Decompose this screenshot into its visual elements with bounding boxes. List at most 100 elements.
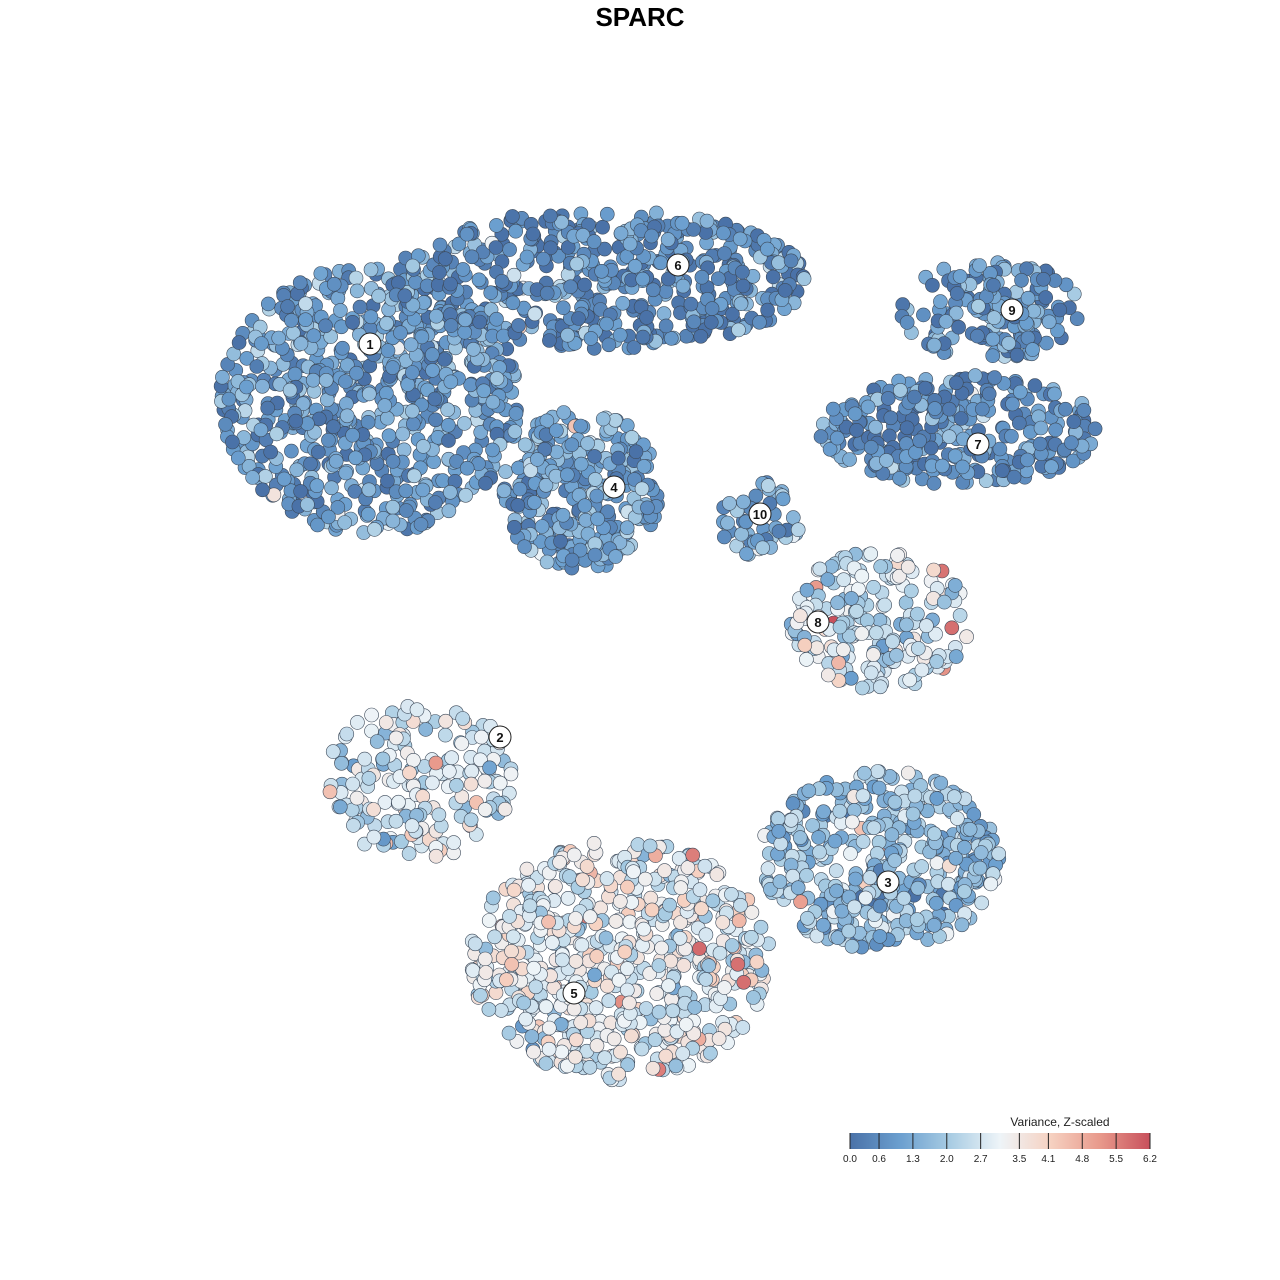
- data-point: [527, 495, 542, 510]
- data-point: [675, 278, 691, 294]
- data-point: [959, 629, 974, 645]
- data-point: [910, 606, 925, 622]
- data-point: [902, 672, 918, 688]
- data-point: [538, 1056, 554, 1071]
- data-point: [510, 497, 526, 513]
- data-point: [675, 1046, 691, 1061]
- data-point: [225, 434, 240, 450]
- data-point: [284, 443, 299, 459]
- data-point: [254, 336, 269, 351]
- data-point: [753, 919, 769, 935]
- data-point: [854, 568, 870, 584]
- data-point: [569, 256, 585, 272]
- data-point: [442, 484, 458, 500]
- data-point: [941, 876, 956, 892]
- data-point: [746, 990, 761, 1005]
- data-point: [385, 360, 400, 375]
- data-point: [371, 288, 387, 304]
- data-point: [397, 288, 413, 304]
- data-point: [610, 450, 626, 466]
- data-point: [799, 868, 814, 883]
- data-point: [321, 432, 336, 448]
- data-point: [1065, 453, 1081, 469]
- data-point: [944, 620, 960, 636]
- data-point: [771, 524, 787, 539]
- data-point: [658, 1048, 674, 1064]
- data-point: [539, 285, 555, 301]
- data-point: [709, 867, 725, 882]
- data-point: [642, 838, 658, 854]
- data-point: [938, 314, 954, 329]
- data-point: [805, 818, 820, 833]
- data-point: [505, 295, 521, 311]
- data-point: [505, 929, 521, 945]
- data-point: [672, 930, 688, 946]
- data-point: [752, 314, 767, 330]
- data-point: [541, 1020, 557, 1036]
- data-point: [1012, 384, 1028, 400]
- data-point: [380, 343, 396, 358]
- data-point: [637, 871, 653, 887]
- data-point: [855, 788, 871, 804]
- data-point: [624, 1028, 639, 1044]
- data-point: [357, 751, 373, 767]
- data-point: [608, 549, 623, 564]
- data-point: [524, 1029, 540, 1044]
- data-point: [517, 437, 533, 453]
- data-point: [1011, 415, 1027, 431]
- data-point: [651, 958, 667, 973]
- data-point: [449, 778, 464, 793]
- data-point: [1001, 335, 1017, 351]
- data-point: [494, 273, 510, 289]
- data-point: [985, 348, 1001, 364]
- data-point: [1066, 414, 1082, 430]
- data-point: [568, 1032, 584, 1048]
- data-point: [505, 209, 520, 224]
- data-point: [855, 834, 871, 849]
- data-point: [926, 826, 942, 842]
- data-point: [427, 391, 443, 407]
- data-point: [872, 898, 888, 914]
- data-point: [526, 960, 542, 976]
- data-point: [948, 649, 964, 664]
- data-point: [560, 890, 576, 906]
- data-point: [542, 208, 558, 224]
- cluster-label-text: 5: [570, 986, 577, 1001]
- data-point: [379, 385, 394, 401]
- data-point: [928, 626, 943, 642]
- data-point: [613, 226, 629, 241]
- data-point: [502, 909, 517, 924]
- data-point: [653, 255, 669, 271]
- data-point: [868, 625, 884, 641]
- data-point: [367, 522, 382, 537]
- data-point: [809, 640, 825, 656]
- data-point: [783, 812, 799, 828]
- data-point: [836, 572, 852, 588]
- data-point: [325, 744, 341, 759]
- data-point: [928, 895, 944, 911]
- data-point: [563, 279, 578, 295]
- data-point: [322, 784, 338, 800]
- data-point: [813, 429, 829, 444]
- data-point: [725, 306, 740, 322]
- data-point: [427, 495, 443, 510]
- data-point: [966, 807, 982, 822]
- data-point: [333, 303, 348, 318]
- data-point: [465, 963, 481, 978]
- data-point: [481, 913, 497, 928]
- data-point: [673, 880, 689, 896]
- data-point: [586, 234, 602, 249]
- data-point: [293, 336, 309, 351]
- data-point: [326, 419, 341, 435]
- data-point: [611, 972, 627, 988]
- data-point: [404, 818, 420, 834]
- data-point: [914, 662, 930, 678]
- data-point: [350, 715, 365, 730]
- data-point: [587, 472, 603, 487]
- data-point: [760, 478, 776, 493]
- data-point: [413, 517, 429, 532]
- data-point: [346, 818, 361, 833]
- data-point: [555, 507, 571, 523]
- data-point: [393, 325, 408, 341]
- data-point: [321, 509, 336, 525]
